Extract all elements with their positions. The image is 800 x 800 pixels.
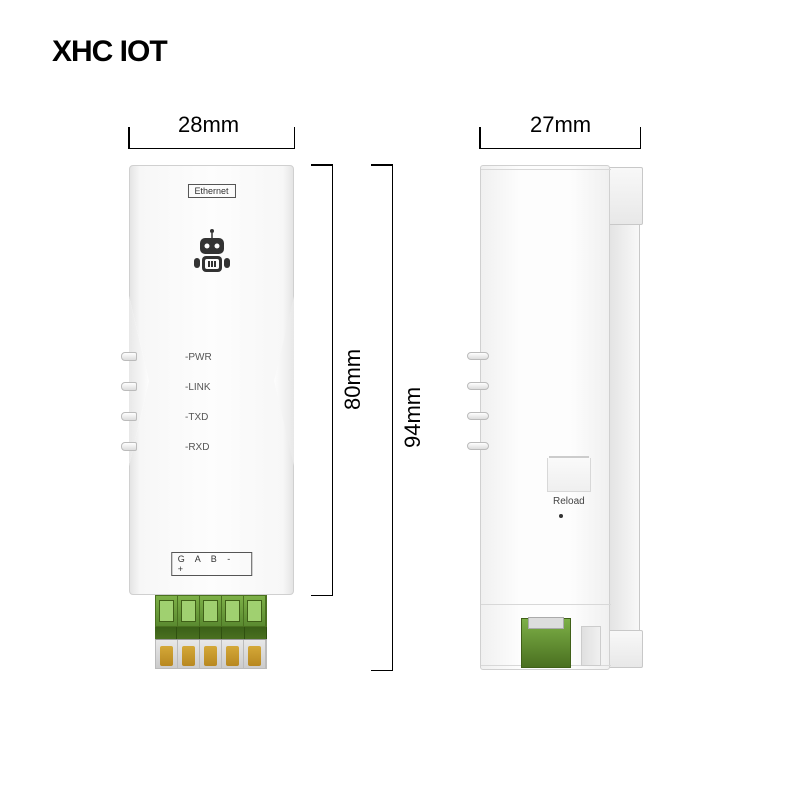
side-led: [467, 382, 489, 390]
led-pwr: -PWR: [121, 352, 284, 366]
side-led: [467, 442, 489, 450]
dim-side-width-label: 27mm: [530, 112, 591, 138]
dim-side-width-line: [480, 148, 640, 149]
terminal-label: G A B - +: [171, 552, 253, 576]
dim-80-line: [332, 165, 333, 595]
side-terminal: [521, 618, 571, 668]
robot-icon: [190, 228, 234, 281]
led-link: -LINK: [121, 382, 284, 396]
dim-80-label: 80mm: [340, 349, 366, 410]
led-rxd: -RXD: [121, 442, 284, 456]
led-txd: -TXD: [121, 412, 284, 426]
terminal-connector: [155, 595, 267, 673]
dim-front-width-line: [129, 148, 294, 149]
side-led: [467, 412, 489, 420]
side-led: [467, 352, 489, 360]
device-side-view: Reload: [480, 165, 640, 670]
brand-logo: XHC IOT: [52, 35, 167, 69]
reload-label: Reload: [553, 496, 585, 507]
device-front-view: Ethernet -PWR -LINK -TXD -RXD G A B - +: [129, 165, 294, 595]
dim-front-width-label: 28mm: [178, 112, 239, 138]
ethernet-label: Ethernet: [187, 184, 235, 198]
reload-button-hole: [559, 514, 563, 518]
dim-94-label: 94mm: [400, 387, 426, 448]
dim-94-line: [392, 165, 393, 670]
